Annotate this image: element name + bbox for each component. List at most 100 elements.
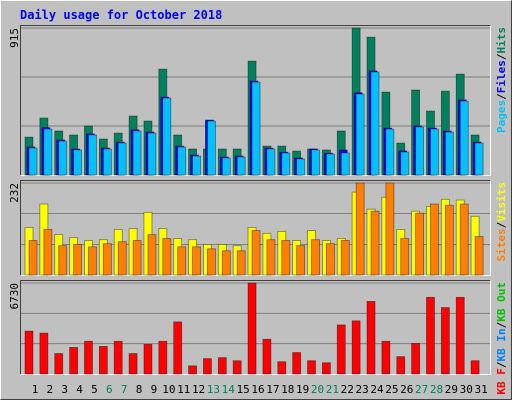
bar xyxy=(325,243,335,276)
bar xyxy=(43,228,53,276)
x-tick-label: 15 xyxy=(237,383,250,396)
bar xyxy=(69,347,79,375)
x-tick-label: 16 xyxy=(251,383,264,396)
bar xyxy=(28,240,38,276)
bar xyxy=(192,246,201,276)
bar xyxy=(311,149,320,176)
x-tick-label: 31 xyxy=(474,383,487,396)
legend-separator: / xyxy=(495,321,508,328)
x-tick-label: 14 xyxy=(222,383,236,396)
bar xyxy=(311,239,320,276)
y-tick-label: 6730 xyxy=(8,283,21,310)
bar xyxy=(251,230,261,276)
bar xyxy=(430,128,439,176)
legend: Sites/Visits xyxy=(495,182,508,262)
bar xyxy=(307,360,316,375)
bar xyxy=(336,324,346,375)
x-tick-label: 29 xyxy=(445,383,458,396)
bar xyxy=(162,97,172,176)
legend-entry: Pages xyxy=(495,100,508,133)
x-tick-label: 8 xyxy=(136,383,143,396)
bar xyxy=(236,250,246,276)
legend-entry: KB F xyxy=(495,368,508,395)
bar xyxy=(147,132,157,176)
panel-bevel-light xyxy=(20,180,491,276)
bar xyxy=(88,134,97,176)
bar xyxy=(236,156,246,176)
bar xyxy=(158,340,168,375)
x-tick-label: 11 xyxy=(177,383,190,396)
bar xyxy=(426,296,435,375)
bar xyxy=(325,153,335,176)
legend-separator: / xyxy=(495,221,508,228)
bar xyxy=(54,353,64,375)
bar xyxy=(444,204,454,276)
legend-separator: / xyxy=(495,93,508,100)
x-tick-label: 17 xyxy=(266,383,279,396)
bar xyxy=(88,246,97,276)
bar xyxy=(128,353,138,375)
bar xyxy=(217,357,227,375)
bar xyxy=(58,140,68,176)
legend-separator: / xyxy=(495,53,508,60)
bar xyxy=(221,250,231,276)
bar xyxy=(455,296,465,375)
bar xyxy=(470,360,480,375)
bar xyxy=(232,360,242,375)
bar xyxy=(474,142,484,176)
x-tick-label: 12 xyxy=(192,383,205,396)
bar xyxy=(400,238,410,276)
bar xyxy=(43,128,53,176)
x-tick-label: 1 xyxy=(32,383,39,396)
x-tick-label: 18 xyxy=(281,383,294,396)
bar xyxy=(277,361,287,375)
bar xyxy=(73,244,83,276)
chart-title: Daily usage for October 2018 xyxy=(20,8,222,22)
bar xyxy=(459,100,469,176)
bar xyxy=(24,330,34,375)
bar xyxy=(411,342,421,375)
bar xyxy=(355,93,365,176)
panel-bevel-light xyxy=(20,280,491,375)
bar xyxy=(385,128,395,176)
bar xyxy=(117,241,127,276)
y-tick-label: 232 xyxy=(8,183,21,203)
panel-bevel-dark xyxy=(20,180,491,276)
y-tick-label: 915 xyxy=(8,28,21,48)
x-tick-label: 5 xyxy=(91,383,98,396)
bar xyxy=(266,148,276,176)
bar xyxy=(370,210,380,276)
bar xyxy=(188,365,197,375)
bar xyxy=(262,338,272,375)
bar xyxy=(366,301,376,375)
bar xyxy=(296,158,306,176)
legend: KB F/KB In/KB Out xyxy=(495,282,508,395)
panel-bevel-light xyxy=(20,25,491,176)
legend-entry: Visits xyxy=(495,182,508,222)
legend-separator: / xyxy=(495,361,508,368)
bar xyxy=(207,248,216,276)
legend-entry: Files xyxy=(495,60,508,93)
bar xyxy=(370,71,380,176)
legend-entry: KB Out xyxy=(495,282,508,322)
bar xyxy=(117,142,127,176)
bar xyxy=(207,120,216,176)
bar xyxy=(143,343,153,375)
x-tick-label: 25 xyxy=(385,383,398,396)
bar xyxy=(340,152,350,176)
x-tick-label: 19 xyxy=(296,383,309,396)
bar xyxy=(162,238,172,276)
bar xyxy=(58,245,68,276)
bar xyxy=(415,212,425,276)
bar xyxy=(192,155,201,176)
legend: Pages/Files/Hits xyxy=(495,27,508,133)
bar xyxy=(102,243,112,276)
bar xyxy=(98,346,108,375)
bar xyxy=(385,182,395,276)
bar xyxy=(281,152,291,176)
bar xyxy=(474,236,484,276)
x-tick-label: 13 xyxy=(207,383,220,396)
bar xyxy=(251,81,261,176)
